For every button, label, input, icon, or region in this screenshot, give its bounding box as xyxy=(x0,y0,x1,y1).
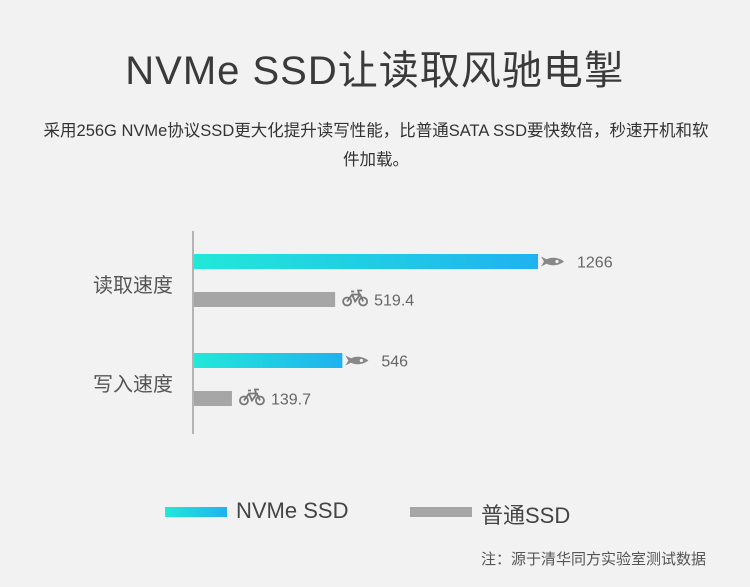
data-label: 139.7 xyxy=(271,392,311,409)
category-label: 写入速度 xyxy=(93,373,173,396)
legend-swatch-normal xyxy=(410,507,472,517)
page-title: NVMe SSD让读取风驰电掣 xyxy=(125,49,625,93)
bar-nvme xyxy=(194,353,343,368)
bar-normal xyxy=(194,292,336,307)
page-subtitle: 采用256G NVMe协议SSD更大化提升读写性能，比普通SATA SSD要快数… xyxy=(43,122,709,169)
rocket-icon xyxy=(541,256,564,267)
category-label: 读取速度 xyxy=(93,274,173,297)
data-label: 546 xyxy=(381,354,408,371)
data-label: 1266 xyxy=(577,255,613,272)
bar-normal xyxy=(194,391,232,406)
speed-chart: 读取速度 1266 519.4 写入速度 546 139.7 xyxy=(0,225,750,445)
source-note: 注：源于清华同方实验室测试数据 xyxy=(480,551,706,568)
bicycle-icon xyxy=(239,388,265,406)
rocket-icon xyxy=(345,355,369,366)
speed-chart-svg: 读取速度 1266 519.4 写入速度 546 139.7 xyxy=(93,231,613,434)
legend-label-normal: 普通SSD xyxy=(481,503,571,528)
data-label: 519.4 xyxy=(374,293,414,310)
legend-swatch-nvme xyxy=(165,507,227,517)
chart-legend: NVMe SSD 普通SSD xyxy=(0,498,750,528)
legend-label-nvme: NVMe SSD xyxy=(236,498,349,523)
bar-nvme xyxy=(194,254,538,269)
bicycle-icon xyxy=(342,289,369,307)
